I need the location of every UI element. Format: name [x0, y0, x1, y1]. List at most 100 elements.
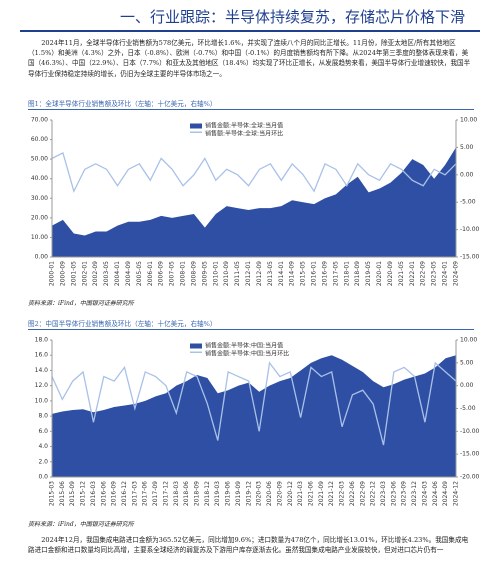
y2-tick-label: -20.00 [460, 474, 480, 481]
x-tick-label: 2020-06 [266, 481, 273, 506]
x-tick-label: 2002-09 [92, 261, 99, 286]
paragraph: 2024年12月，我国集成电路进口金额为365.52亿美元，同比增加9.6%；进… [28, 536, 469, 555]
x-tick-label: 2024-06 [432, 481, 439, 506]
x-tick-label: 2016-09 [321, 261, 328, 286]
legend-swatch [190, 351, 202, 353]
x-tick-label: 2020-09 [387, 261, 394, 286]
y2-tick-label: -15.00 [460, 451, 480, 458]
x-tick-label: 2019-06 [225, 481, 232, 506]
x-tick-label: 2016-01 [311, 261, 318, 286]
x-tick-label: 2018-03 [173, 481, 180, 506]
y2-tick-label: -5.00 [460, 199, 476, 206]
y-tick-label: 10.0 [35, 397, 49, 404]
y-tick-label: 60.00 [31, 136, 48, 143]
x-tick-label: 2008-01 [180, 261, 187, 286]
x-tick-label: 2017-03 [131, 481, 138, 506]
y2-tick-label: -15.00 [460, 254, 480, 261]
x-tick-label: 2004-09 [125, 261, 132, 286]
x-tick-label: 2000-01 [49, 261, 56, 286]
figure-caption: 图1：全球半导体行业销售额及环比（左轴：十亿美元，右轴%） [28, 98, 474, 110]
x-tick-label: 2017-05 [332, 261, 339, 286]
x-tick-label: 2017-09 [152, 481, 159, 506]
line [51, 151, 457, 194]
x-tick-label: 2013-05 [267, 261, 274, 286]
area [52, 147, 456, 257]
y2-tick-label: 5.00 [460, 359, 474, 366]
x-tick-label: 2004-01 [114, 261, 121, 286]
x-tick-label: 2024-12 [453, 481, 460, 506]
y-tick-label: 0.00 [35, 254, 49, 261]
y-tick-label: 2.0 [38, 458, 48, 465]
y-tick-label: 4.0 [38, 443, 48, 450]
y2-tick-label: -10.00 [460, 226, 480, 233]
x-tick-label: 2005-05 [136, 261, 143, 286]
y-tick-label: 70.00 [31, 117, 48, 124]
x-tick-label: 2019-03 [214, 481, 221, 506]
x-tick-label: 2008-09 [190, 261, 197, 286]
x-tick-label: 2024-09 [442, 481, 449, 506]
legend-label: 销售金额:半导体:中国:当月环比 [205, 350, 289, 358]
x-tick-label: 2021-09 [318, 481, 325, 506]
chart: 0.0 2.0 4.0 6.0 8.0 10.0 12.0 14.0 16.0 18.0 -20.0… [35, 337, 480, 507]
x-tick-label: 2023-06 [390, 481, 397, 506]
paragraph: 2024年11月，全球半导体行业销售额为578亿美元，环比增长1.6%，并实现了… [28, 39, 471, 78]
x-tick-label: 2015-03 [49, 481, 56, 506]
x-tick-label: 2021-12 [328, 481, 335, 506]
x-tick-label: 2020-09 [276, 481, 283, 506]
x-tick-label: 2014-01 [278, 261, 285, 286]
x-tick-label: 2007-05 [169, 261, 176, 286]
legend-swatch [190, 131, 202, 133]
legend-label: 销售额:半导体:全球:当月环比 [205, 130, 283, 138]
x-tick-label: 2019-09 [235, 481, 242, 506]
y-tick-label: 8.0 [38, 413, 48, 420]
y-tick-label: 10.00 [31, 234, 48, 241]
x-tick-label: 2000-09 [59, 261, 66, 286]
x-tick-label: 2022-01 [409, 261, 416, 286]
source: 资料来源：iFind，中国银河证券研究所 [28, 300, 134, 307]
y-tick-label: 14.0 [35, 367, 49, 374]
y-tick-label: 16.0 [35, 352, 49, 359]
y2-tick-label: -10.00 [460, 428, 480, 435]
y2-tick-label: -5.00 [460, 405, 476, 412]
y-tick-label: 40.00 [31, 175, 48, 182]
x-tick-label: 2023-03 [380, 481, 387, 506]
x-tick-label: 2020-03 [256, 481, 263, 506]
x-tick-label: 2015-09 [69, 481, 76, 506]
y2-tick-label: 10.00 [460, 337, 477, 344]
x-tick-label: 2020-12 [287, 481, 294, 506]
line [51, 361, 457, 446]
x-tick-label: 2021-06 [307, 481, 314, 506]
y-tick-label: 20.00 [31, 214, 48, 221]
x-tick-label: 2023-12 [411, 481, 418, 506]
x-tick-label: 2016-12 [121, 481, 128, 506]
y-tick-label: 0.0 [38, 474, 48, 481]
title: 一、行业跟踪：半导体持续复苏，存储芯片价格下滑 [120, 8, 466, 26]
x-tick-label: 2021-05 [398, 261, 405, 286]
x-tick-label: 2018-12 [204, 481, 211, 506]
x-tick-label: 2020-01 [376, 261, 383, 286]
y2-tick-label: 0.00 [460, 171, 474, 178]
x-tick-label: 2015-05 [300, 261, 307, 286]
x-tick-label: 2016-03 [90, 481, 97, 506]
y-tick-label: 18.0 [35, 337, 49, 344]
y-tick-label: 50.00 [31, 156, 48, 163]
x-tick-label: 2022-12 [370, 481, 377, 506]
source: 资料来源：iFind，中国银河证券研究所 [28, 521, 134, 528]
x-tick-label: 2017-06 [142, 481, 149, 506]
legend-label: 销售金额:半导体:中国:当月值 [205, 342, 283, 350]
x-tick-label: 2012-01 [245, 261, 252, 286]
x-tick-label: 2018-09 [194, 481, 201, 506]
x-tick-label: 2014-09 [289, 261, 296, 286]
x-tick-label: 2024-03 [421, 481, 428, 506]
x-tick-label: 2018-09 [354, 261, 361, 286]
x-tick-label: 2012-09 [256, 261, 263, 286]
x-tick-label: 2009-05 [201, 261, 208, 286]
x-tick-label: 2006-01 [147, 261, 154, 286]
area [52, 355, 456, 477]
y2-tick-label: 0.00 [460, 382, 474, 389]
legend-swatch [190, 123, 202, 129]
x-tick-label: 2023-09 [401, 481, 408, 506]
x-tick-label: 2022-09 [359, 481, 366, 506]
x-tick-label: 2010-01 [212, 261, 219, 286]
